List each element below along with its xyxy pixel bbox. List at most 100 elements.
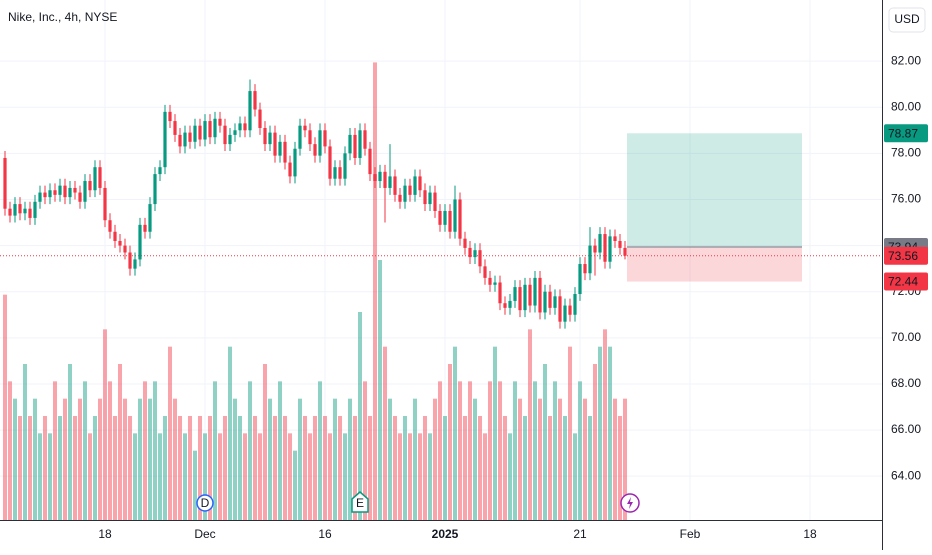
y-tick-label: 68.00	[891, 376, 921, 390]
candle-body	[108, 220, 112, 232]
volume-bar	[603, 329, 607, 520]
lightning-icon	[627, 497, 633, 509]
dividend-marker	[196, 494, 214, 512]
profit-zone	[627, 133, 802, 247]
price-tag	[884, 246, 928, 265]
currency-label[interactable]: USD	[894, 12, 920, 26]
volume-bar	[368, 416, 372, 520]
volume-bar	[568, 346, 572, 520]
candle-body	[408, 185, 412, 195]
candle-body	[353, 134, 357, 158]
volume-bar	[538, 398, 542, 520]
volume-bar	[468, 381, 472, 520]
volume-bar	[528, 329, 532, 520]
volume-bar	[623, 398, 627, 520]
volume-bar	[398, 433, 402, 520]
volume-bar	[163, 416, 167, 520]
candle-body	[288, 162, 292, 177]
volume-bar	[133, 433, 137, 520]
candle-body	[153, 174, 157, 205]
candle-body	[338, 167, 342, 179]
volume-bar	[248, 381, 252, 520]
volume-bar	[608, 346, 612, 520]
candle-body	[8, 208, 12, 216]
volume-bar	[373, 62, 377, 521]
volume-bar	[143, 381, 147, 520]
volume-bar	[543, 364, 547, 520]
candle-body	[458, 199, 462, 239]
candle-body	[578, 264, 582, 295]
volume-bar	[438, 381, 442, 520]
volume-bar	[358, 312, 362, 520]
volume-bar	[583, 398, 587, 520]
candle-body	[473, 250, 477, 258]
x-tick-label: Feb	[680, 527, 701, 541]
volume-bar	[328, 433, 332, 520]
volume-bar	[338, 416, 342, 520]
volume-bar	[153, 381, 157, 520]
candle-body	[403, 185, 407, 202]
candle-body	[618, 240, 622, 248]
candle-body	[183, 132, 187, 147]
candle-body	[113, 231, 117, 241]
volume-bar	[128, 416, 132, 520]
y-tick-label: 82.00	[891, 53, 921, 67]
x-tick-label: 16	[318, 527, 332, 541]
volume-bar	[63, 398, 67, 520]
candle-body	[28, 208, 32, 218]
volume-bar	[548, 416, 552, 520]
volume-bar	[288, 433, 292, 520]
candle-body	[93, 167, 97, 191]
candle-body	[128, 252, 132, 269]
volume-bar	[208, 416, 212, 520]
volume-bar	[448, 364, 452, 520]
candle-body	[13, 204, 17, 216]
candle-body	[368, 148, 372, 175]
candle-body	[463, 238, 467, 248]
volume-bar	[263, 364, 267, 520]
candle-body	[528, 284, 532, 306]
candle-body	[573, 294, 577, 315]
candle-body	[298, 125, 302, 149]
volume-bar	[278, 381, 282, 520]
volume-bar	[458, 381, 462, 520]
volume-bar	[563, 416, 567, 520]
volume-bar	[93, 416, 97, 520]
candle-body	[468, 247, 472, 258]
time-axis-bg	[0, 520, 882, 550]
candle-body	[148, 204, 152, 232]
volume-bar	[298, 398, 302, 520]
candle-body	[38, 192, 42, 202]
y-tick-label: 80.00	[891, 99, 921, 113]
candle-body	[213, 118, 217, 138]
candle-body	[428, 192, 432, 205]
currency-button[interactable]	[888, 7, 926, 33]
candle-body	[133, 259, 137, 269]
candle-body	[188, 132, 192, 142]
volume-bar	[613, 398, 617, 520]
candle-body	[228, 134, 232, 145]
candle-body	[158, 167, 162, 175]
volume-bar	[443, 416, 447, 520]
x-tick-label: 18	[803, 527, 817, 541]
earnings-marker	[351, 491, 369, 513]
candle-body	[483, 266, 487, 278]
volume-bar	[618, 416, 622, 520]
candle-body	[73, 187, 77, 193]
candle-body	[413, 176, 417, 195]
volume-bar	[463, 416, 467, 520]
candle-body	[63, 185, 67, 198]
volume-bar	[293, 450, 297, 520]
volume-bar	[103, 329, 107, 520]
volume-bar	[343, 433, 347, 520]
volume-bar	[283, 416, 287, 520]
candle-body	[233, 130, 237, 135]
candle-body	[343, 153, 347, 179]
volume-bar	[83, 381, 87, 520]
volume-bar	[523, 416, 527, 520]
x-tick-label: 21	[573, 527, 587, 541]
volume-bar	[183, 433, 187, 520]
volume-bar	[173, 398, 177, 520]
